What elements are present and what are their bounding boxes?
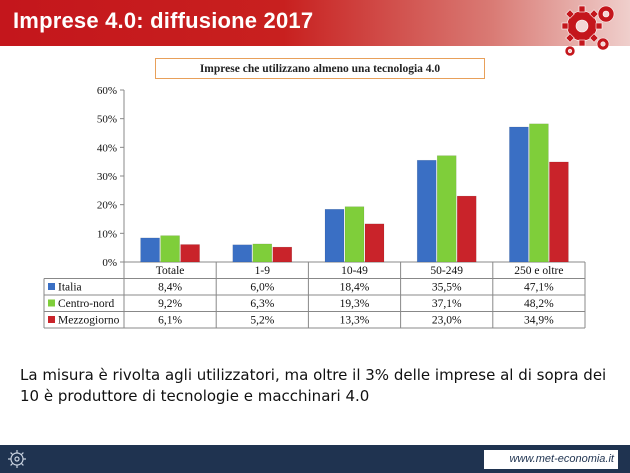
bar-italia — [509, 126, 529, 263]
chart-title-box: Imprese che utilizzano almeno una tecnol… — [155, 58, 485, 79]
bar-mezzogiorno — [180, 244, 200, 263]
y-tick-label: 30% — [97, 171, 117, 183]
y-tick-label: 50% — [97, 114, 117, 126]
bar-italia — [140, 237, 160, 263]
data-label: 8,4% — [158, 282, 182, 294]
data-label: 47,1% — [524, 282, 554, 294]
bar-centro-nord — [529, 123, 549, 263]
y-tick-label: 0% — [102, 257, 117, 269]
bar-chart: 0% 10% 20% 30% 40% 50% 60% Totale 1-9 10-49 50-249… — [43, 85, 586, 329]
data-label: 5,2% — [250, 315, 274, 327]
data-label: 6,0% — [250, 282, 274, 294]
bar-mezzogiorno — [456, 195, 477, 263]
x-category-label: 10-49 — [341, 265, 368, 277]
data-label: 13,3% — [340, 315, 370, 327]
legend-swatch — [48, 299, 55, 307]
slide-header: Imprese 4.0: diffusione 2017 — [0, 0, 630, 46]
data-label: 48,2% — [524, 298, 554, 310]
data-label: 9,2% — [158, 298, 182, 310]
data-label: 19,3% — [340, 298, 370, 310]
bar-mezzogiorno — [549, 161, 569, 263]
gear-icon — [8, 450, 26, 468]
footer-url-link[interactable]: www.met-economia.it — [509, 453, 614, 465]
bar-italia — [324, 209, 345, 263]
data-label: 6,1% — [158, 315, 182, 327]
bar-mezzogiorno — [272, 246, 293, 263]
slide-title: Imprese 4.0: diffusione 2017 — [13, 8, 314, 33]
legend-label: Mezzogiorno — [58, 315, 120, 327]
bar-italia — [232, 244, 253, 263]
y-tick-label: 60% — [97, 85, 117, 97]
footer-url-box — [484, 450, 618, 469]
body-text: La misura è rivolta agli utilizzatori, m… — [20, 366, 607, 405]
y-tick-label: 40% — [97, 142, 117, 154]
x-category-label: 250 e oltre — [514, 265, 563, 277]
data-label: 34,9% — [524, 315, 554, 327]
bar-centro-nord — [436, 155, 457, 263]
data-label: 23,0% — [432, 315, 462, 327]
legend-label: Italia — [58, 282, 82, 294]
y-tick-label: 10% — [97, 228, 117, 240]
data-label: 18,4% — [340, 282, 370, 294]
x-category-label: 50-249 — [430, 265, 463, 277]
data-label: 35,5% — [432, 282, 462, 294]
bar-centro-nord — [344, 206, 365, 263]
bar-italia — [416, 159, 437, 263]
gears-logo-icon — [561, 5, 615, 57]
x-category-label: 1-9 — [255, 265, 271, 277]
bar-centro-nord — [252, 243, 273, 263]
chart-title: Imprese che utilizzano almeno una tecnol… — [199, 63, 441, 75]
legend-swatch — [48, 316, 55, 323]
y-tick-label: 20% — [97, 200, 117, 212]
bar-mezzogiorno — [364, 223, 385, 263]
x-category-label: Totale — [156, 265, 185, 277]
legend-label: Centro-nord — [58, 298, 114, 310]
legend-swatch — [48, 283, 55, 290]
data-label: 37,1% — [432, 298, 462, 310]
data-label: 6,3% — [250, 298, 274, 310]
bar-centro-nord — [160, 235, 180, 263]
